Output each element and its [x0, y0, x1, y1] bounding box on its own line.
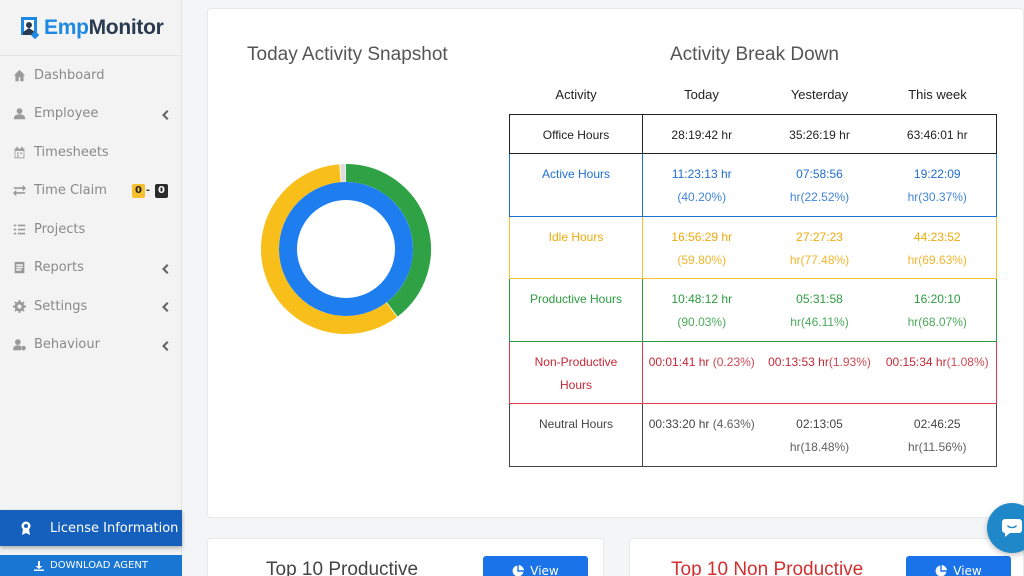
logo[interactable]: EmpMonitor [0, 0, 181, 56]
week-cell: 44:23:52 hr(69.63%) [878, 215, 997, 279]
sidebar-item-dashboard[interactable]: Dashboard [0, 56, 181, 95]
license-information-button[interactable]: License Information [0, 510, 182, 546]
week-cell: 19:22:09 hr(30.37%) [878, 152, 997, 217]
activity-donut-chart [261, 164, 431, 334]
table-row-office-hours: Office Hours 28:19:42 hr 35:26:19 hr 63:… [509, 113, 997, 154]
view-productive-button[interactable]: View [483, 556, 588, 576]
table-header-row: Activity Today Yesterday This week [510, 76, 997, 114]
view-non-productive-button[interactable]: View [906, 556, 1011, 576]
donut-segment-productive [345, 164, 431, 317]
chat-icon [1002, 519, 1022, 537]
download-agent-button[interactable]: DOWNLOAD AGENT [0, 555, 182, 576]
top-productive-card: Top 10 Productive View [207, 538, 604, 576]
sidebar: EmpMonitor Dashboard Employee Timesheets… [0, 0, 182, 576]
donut-segment-idle [261, 164, 398, 334]
column-header: Yesterday [790, 87, 849, 103]
sidebar-item-label: Behaviour [34, 337, 100, 353]
sidebar-item-label: Reports [34, 260, 84, 276]
yesterday-cell: 07:58:56 hr(22.52%) [760, 152, 879, 217]
yesterday-cell: 05:31:58 hr(46.11%) [760, 277, 879, 342]
report-icon [12, 261, 26, 275]
today-cell: 11:23:13 hr (40.20%) [642, 152, 761, 217]
sidebar-item-time-claim[interactable]: Time Claim 0 - 0 [0, 172, 181, 211]
calendar-icon [12, 145, 26, 159]
logo-text: EmpMonitor [44, 15, 164, 39]
chevron-left-icon [161, 263, 169, 274]
column-header: Activity [555, 87, 597, 103]
activity-cell: Non-Productive Hours [509, 340, 643, 404]
sidebar-item-label: Settings [34, 298, 88, 314]
week-cell: 00:15:34 hr(1.08%) [878, 340, 997, 404]
list-icon [12, 222, 26, 236]
chevron-left-icon [161, 340, 169, 351]
sidebar-item-label: Employee [34, 106, 99, 122]
user-icon [12, 107, 26, 121]
week-cell: 02:46:25 hr(11.56%) [878, 402, 997, 467]
user-cog-icon [12, 338, 26, 352]
home-icon [12, 68, 26, 82]
download-icon [34, 560, 45, 571]
view-label: View [953, 564, 982, 576]
today-cell: 00:01:41 hr (0.23%) [642, 340, 761, 404]
time-claim-approved-badge: 0 [155, 183, 168, 198]
award-icon [21, 521, 31, 535]
chevron-left-icon [161, 109, 169, 120]
sidebar-item-timesheets[interactable]: Timesheets [0, 133, 181, 172]
top-non-productive-card: Top 10 Non Productive View [629, 538, 1024, 576]
table-row-non-productive-hours: Non-Productive Hours 00:01:41 hr (0.23%)… [509, 340, 997, 404]
today-cell: 16:56:29 hr (59.80%) [642, 215, 761, 279]
logo-icon [20, 16, 40, 40]
time-claim-pending-badge: 0 [132, 183, 145, 198]
activity-cell: Active Hours [509, 152, 643, 217]
gear-icon [12, 299, 26, 313]
table-row-neutral-hours: Neutral Hours 00:33:20 hr (4.63%) 02:13:… [509, 402, 997, 467]
sidebar-item-employee[interactable]: Employee [0, 95, 181, 134]
activity-breakdown-table: Activity Today Yesterday This week Offic… [509, 76, 997, 467]
yesterday-cell: 02:13:05 hr(18.48%) [760, 402, 879, 467]
sidebar-item-label: Dashboard [34, 67, 105, 83]
activity-cell: Neutral Hours [509, 402, 643, 467]
breakdown-title: Activity Break Down [670, 44, 839, 65]
week-cell: 63:46:01 hr [878, 113, 997, 154]
table-row-active-hours: Active Hours 11:23:13 hr (40.20%) 07:58:5… [509, 152, 997, 217]
column-header: This week [908, 87, 967, 103]
license-label: License Information [50, 520, 179, 536]
sidebar-item-behaviour[interactable]: Behaviour [0, 326, 181, 365]
chat-widget-button[interactable] [987, 503, 1024, 553]
sidebar-nav: Dashboard Employee Timesheets Time Claim… [0, 56, 181, 364]
yesterday-cell: 35:26:19 hr [760, 113, 879, 154]
today-cell: 10:48:12 hr (90.03%) [642, 277, 761, 342]
badge-separator: - [145, 184, 150, 196]
sidebar-item-reports[interactable]: Reports [0, 249, 181, 288]
pie-chart-icon [512, 565, 525, 576]
column-header: Today [684, 87, 719, 103]
snapshot-title: Today Activity Snapshot [247, 44, 448, 65]
yesterday-cell: 00:13:53 hr(1.93%) [760, 340, 879, 404]
activity-cell: Office Hours [509, 113, 643, 154]
table-row-productive-hours: Productive Hours 10:48:12 hr (90.03%) 05:… [509, 277, 997, 342]
sidebar-item-projects[interactable]: Projects [0, 210, 181, 249]
donut-inner-ring [279, 182, 413, 316]
top-productive-title: Top 10 Productive [266, 559, 419, 576]
top-non-productive-title: Top 10 Non Productive [671, 559, 864, 576]
sidebar-item-label: Projects [34, 221, 86, 237]
sidebar-item-settings[interactable]: Settings [0, 287, 181, 326]
pie-chart-icon [935, 565, 948, 576]
table-row-idle-hours: Idle Hours 16:56:29 hr (59.80%) 27:27:23 h… [509, 215, 997, 279]
today-cell: 00:33:20 hr (4.63%) [642, 402, 761, 467]
activity-cell: Productive Hours [509, 277, 643, 342]
download-label: DOWNLOAD AGENT [50, 560, 148, 571]
activity-cell: Idle Hours [509, 215, 643, 279]
yesterday-cell: 27:27:23 hr(77.48%) [760, 215, 879, 279]
chevron-left-icon [161, 301, 169, 313]
week-cell: 16:20:10 hr(68.07%) [878, 277, 997, 342]
exchange-icon [12, 184, 26, 198]
view-label: View [530, 564, 559, 576]
today-cell: 28:19:42 hr [642, 113, 761, 154]
sidebar-item-label: Time Claim [34, 183, 107, 199]
sidebar-item-label: Timesheets [34, 144, 109, 160]
